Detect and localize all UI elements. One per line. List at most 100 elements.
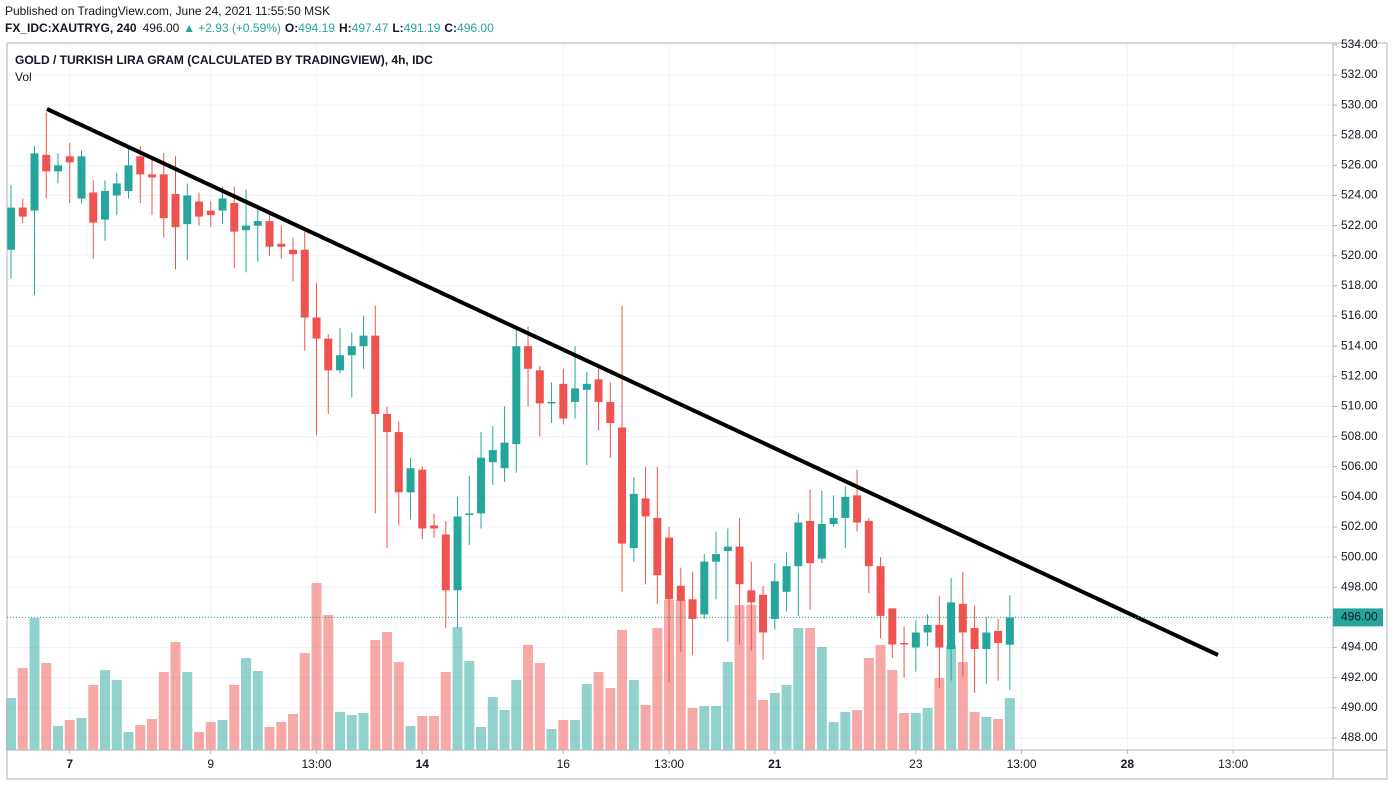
volume-bar [323,615,334,750]
candle-body [265,221,274,247]
last-price-label: 496.00 [1341,610,1378,624]
grid [7,43,1333,750]
candle-body [77,156,86,199]
volume-title: Vol [15,70,32,84]
frame [6,42,1388,780]
y-tick-label: 512.00 [1341,368,1378,382]
candle-body [582,383,591,390]
candle-body [712,554,721,562]
volume-bar [828,722,839,750]
chart-title: GOLD / TURKISH LIRA GRAM (CALCULATED BY … [15,53,433,67]
volume-bar [487,697,498,750]
volume-bar [205,722,216,750]
candle-body [383,413,392,433]
candle-body [277,243,286,247]
candle-body [723,546,732,552]
volume-bar [311,583,322,750]
candle-body [982,632,991,650]
candle-body [535,370,544,404]
price: 496.00 [143,21,180,35]
y-tick-label: 508.00 [1341,429,1378,443]
x-tick-label: 13:00 [302,757,332,771]
volume-bar [382,632,393,750]
candle-body [242,225,251,231]
candle-body [606,401,615,424]
volume-bar [722,662,733,750]
volume-bar [158,672,169,750]
candle-body [547,401,556,404]
candle-body [923,624,932,633]
candle-body [864,520,873,567]
volume-bar [440,672,451,750]
y-tick-label: 534.00 [1341,37,1378,51]
candle-body [829,517,838,524]
volume-bar [100,670,111,750]
candle-body [794,522,803,567]
volume-bar [194,732,205,750]
candle-body [136,156,145,175]
volume-bar [299,653,310,750]
y-tick-label: 510.00 [1341,399,1378,413]
candle-body [89,192,98,223]
symbol-line: FX_IDC:XAUTRYG, 240 496.00 ▲ +2.93 (+0.59%)… [5,21,494,35]
volume-bar [476,727,487,750]
volume-bar [593,672,604,750]
candle-body [300,249,309,318]
candle-body [900,643,909,645]
candle-body [512,346,521,445]
volume-bar [863,658,874,750]
volume-bar [135,725,146,750]
candle-body [112,183,121,196]
volume-bar [981,717,992,750]
ohlc-value: 494.19 [298,21,335,35]
y-tick-label: 498.00 [1341,579,1378,593]
volume-bar [511,680,522,750]
volume-bar [746,605,757,750]
y-tick-label: 506.00 [1341,459,1378,473]
symbol: FX_IDC:XAUTRYG, 240 [5,21,137,35]
volume-bar [805,628,816,750]
candle-body [629,493,638,549]
candle-body [676,585,685,601]
volume-bar [969,712,980,750]
candle-body [853,495,862,523]
candle-body [653,517,662,576]
volume-bar [252,671,263,750]
volume-bar [499,710,510,750]
candle-body [218,198,227,211]
volume-bar [147,719,158,750]
volume-bar [29,618,40,750]
change: +2.93 (+0.59%) [198,21,281,35]
candle-body [817,523,826,559]
candle-body [253,221,262,226]
volume-bar [699,706,710,750]
published-note: Published on TradingView.com, June 24, 2… [5,4,330,18]
ohlc-label: L: [392,21,403,35]
ohlc-value: 497.47 [352,21,389,35]
up-arrow: ▲ [183,21,195,35]
ohlc-value: 491.19 [404,21,441,35]
candle-body [841,496,850,518]
volume-bar [946,645,957,750]
y-tick-label: 528.00 [1341,127,1378,141]
candle-body [312,317,321,339]
candle-body [947,602,956,650]
volume-bar [264,727,275,750]
y-tick-label: 494.00 [1341,640,1378,654]
volume-bar [957,662,968,750]
candle-body [911,632,920,648]
y-tick-label: 524.00 [1341,188,1378,202]
y-tick-label: 488.00 [1341,730,1378,744]
volume-bar [276,722,287,750]
last-price-box [1333,608,1383,627]
candle-body [347,346,356,356]
volume-bar [675,600,686,750]
x-tick-label: 13:00 [1218,757,1248,771]
candle-body [394,432,403,493]
volume-bar [346,715,357,750]
volume-bar [53,726,63,750]
volume-bar [229,685,240,750]
volume-bar [405,726,416,750]
candle-body [477,457,486,514]
candle-body [418,469,427,529]
